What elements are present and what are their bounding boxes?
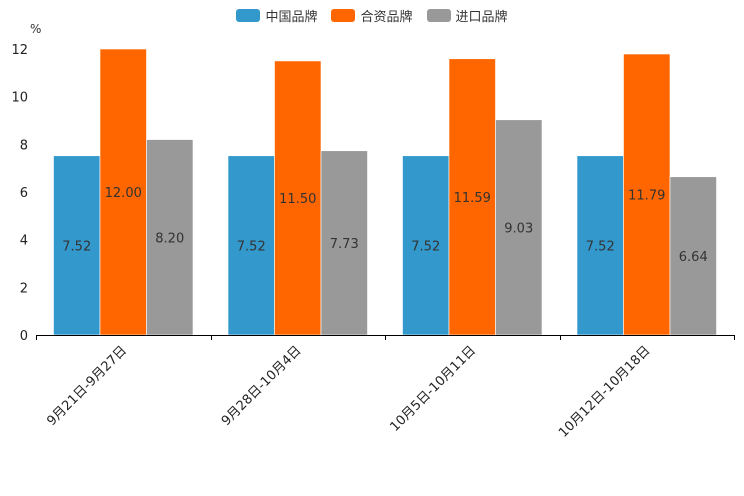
y-tick-label: 4 [20,234,28,249]
y-tick-label: 2 [20,281,28,296]
legend-label-joint-venture-brand: 合资品牌 [360,10,413,25]
data-label: 7.73 [330,237,359,252]
bar-0-3 [576,155,624,336]
legend-swatch-joint-venture-brand [331,9,356,22]
legend-label-imported-brand: 进口品牌 [455,10,508,25]
data-label: 7.52 [62,239,91,254]
legend-item-china-brand[interactable]: 中国品牌 [236,6,317,25]
bar-0-2 [402,155,450,336]
bar-2-1 [320,150,368,336]
data-label: 9.03 [504,221,533,236]
legend-label-china-brand: 中国品牌 [265,10,318,25]
bar-2-0 [146,139,194,336]
legend: 中国品牌 合资品牌 进口品牌 [0,6,744,25]
data-label: 6.64 [679,250,708,265]
y-tick-label: 8 [20,138,28,153]
data-label: 11.59 [454,191,491,206]
data-label: 11.50 [279,192,316,207]
data-label: 7.52 [411,239,440,254]
y-tick-label: 10 [11,91,28,106]
data-label: 8.20 [155,231,184,246]
legend-swatch-china-brand [236,9,261,22]
data-label: 12.00 [105,186,142,201]
legend-item-imported-brand[interactable]: 进口品牌 [426,6,508,25]
bar-1-2 [448,58,496,336]
data-label: 7.52 [237,239,266,254]
y-tick-label: 12 [11,43,28,58]
legend-item-joint-venture-brand[interactable]: 合资品牌 [331,6,413,25]
x-tick-label: 9月21日-9月27日 [44,343,130,429]
bar-2-3 [669,176,717,336]
bar-2-2 [495,119,543,336]
bar-1-1 [274,60,322,336]
x-tick-label: 9月28日-10月4日 [219,343,305,429]
bar-0-1 [227,155,275,336]
y-tick-label: 6 [20,186,28,201]
legend-swatch-imported-brand [426,9,451,22]
y-tick-label: 0 [20,329,28,344]
bar-1-0 [99,48,147,336]
x-tick-label: 10月5日-10月11日 [387,343,479,435]
data-label: 11.79 [628,189,665,204]
x-tick-label: 10月12日-10月18日 [556,343,653,440]
data-label: 7.52 [586,239,615,254]
y-axis-unit: % [30,22,42,36]
